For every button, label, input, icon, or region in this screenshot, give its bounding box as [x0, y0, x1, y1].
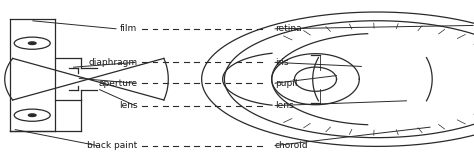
Text: black paint: black paint: [87, 141, 137, 150]
Text: lens: lens: [275, 101, 293, 110]
Text: aperture: aperture: [98, 79, 137, 88]
Circle shape: [28, 42, 36, 44]
Text: lens: lens: [119, 101, 137, 110]
Text: film: film: [120, 24, 137, 33]
Circle shape: [28, 114, 36, 116]
Text: choroid: choroid: [275, 141, 309, 150]
Text: pupil: pupil: [275, 79, 297, 88]
Text: diaphragm: diaphragm: [88, 58, 137, 67]
Text: iris: iris: [275, 58, 289, 67]
Text: retina: retina: [275, 24, 301, 33]
